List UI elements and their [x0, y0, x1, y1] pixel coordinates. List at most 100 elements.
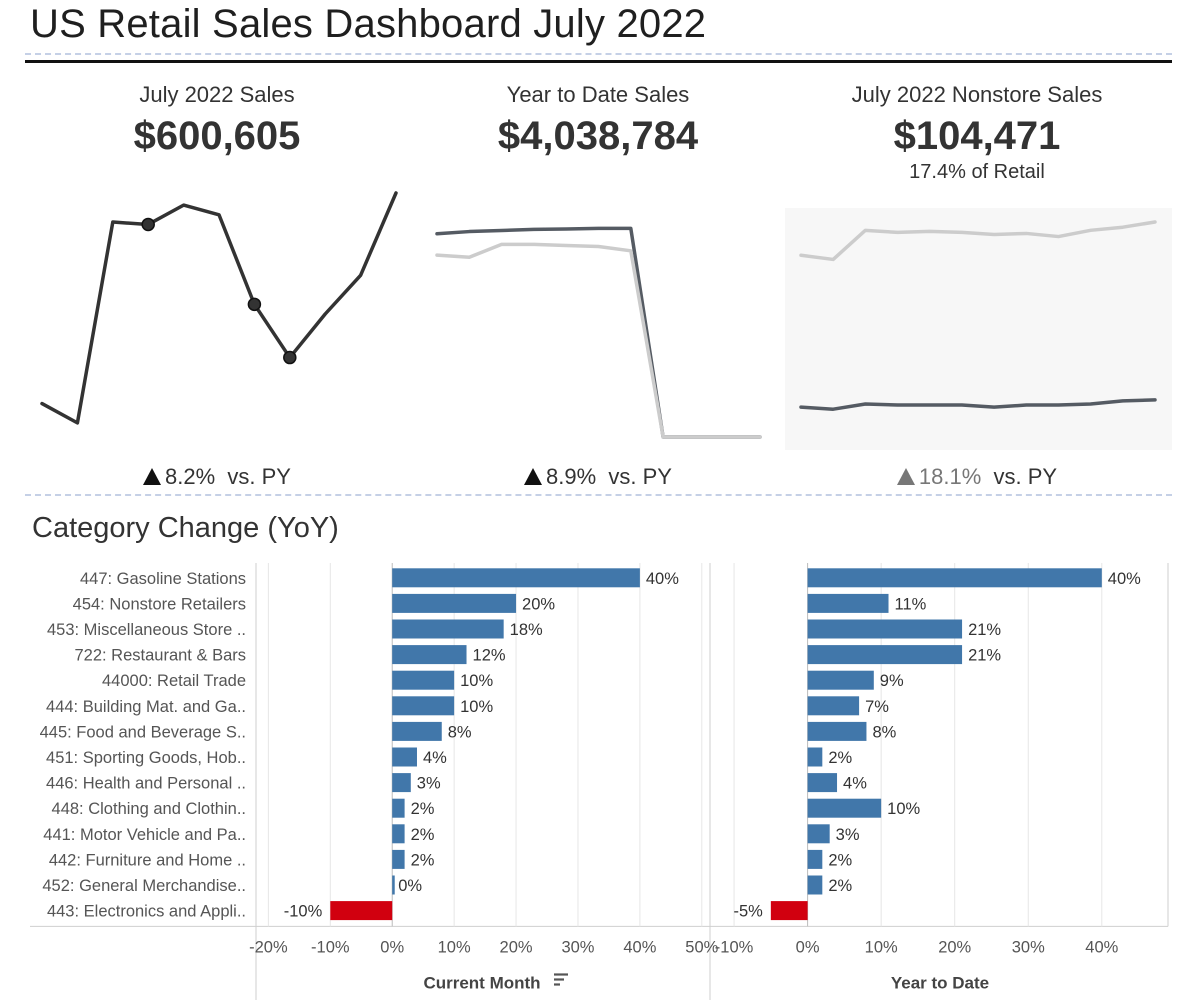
x-tick-label: -10% [715, 938, 754, 956]
bar-value-label: 8% [872, 723, 896, 741]
bar-value-label: 3% [417, 775, 441, 793]
kpi-label: July 2022 Sales [139, 82, 295, 107]
kpi-label: Year to Date Sales [506, 82, 690, 107]
bar [807, 593, 889, 613]
bar-value-label: 10% [887, 800, 920, 818]
bar [807, 619, 963, 639]
category-label: 448: Clothing and Clothin.. [52, 800, 246, 818]
bar-value-label: 7% [865, 698, 889, 716]
kpi-value: $600,605 [133, 114, 301, 158]
sparkline-series-1 [435, 242, 762, 439]
sparkline-marker [283, 350, 297, 365]
kpi-delta-nonstore: 18.1% vs. PY [797, 464, 1157, 490]
bar-value-label: 2% [828, 851, 852, 869]
kpi-value: $4,038,784 [497, 114, 699, 158]
sparkline-series-0 [799, 220, 1157, 262]
sparkline-marker [247, 297, 262, 312]
category-label: 722: Restaurant & Bars [74, 647, 246, 665]
category-label: 443: Electronics and Appli.. [47, 903, 246, 921]
bar-value-label: 2% [411, 826, 435, 844]
x-tick-label: 0% [380, 938, 404, 956]
nonstore-sales-sparkline [785, 208, 1172, 450]
x-tick-label: 40% [1085, 938, 1118, 956]
title-bottom-divider [25, 60, 1172, 63]
bar [807, 824, 830, 844]
bar [807, 645, 963, 665]
bar-value-label: 21% [968, 621, 1001, 639]
delta-suffix: vs. PY [608, 464, 672, 489]
bar-value-label: 3% [836, 826, 860, 844]
sort-icon-bar [554, 973, 568, 976]
category-label: 454: Nonstore Retailers [73, 595, 246, 613]
bar [392, 568, 640, 588]
bar-value-label: 40% [646, 570, 679, 588]
x-tick-label: 10% [438, 938, 471, 956]
bar-value-label: 2% [828, 877, 852, 895]
bar [807, 696, 860, 716]
x-tick-label: -10% [311, 938, 350, 956]
kpi-nonstore-sales: July 2022 Nonstore Sales $104,471 17.4% … [797, 82, 1157, 184]
bar-value-label: 2% [828, 749, 852, 767]
bar-value-label: -10% [284, 903, 323, 921]
delta-percent: 8.2% [165, 464, 216, 489]
delta-percent: 18.1% [918, 464, 982, 489]
x-tick-label: 10% [865, 938, 898, 956]
bar-value-label: 9% [880, 672, 904, 690]
bar [392, 875, 395, 895]
bar-value-label: 18% [510, 621, 543, 639]
bar [392, 773, 411, 793]
x-tick-label: 30% [1012, 938, 1045, 956]
bar [807, 670, 874, 690]
category-label: 452: General Merchandise.. [42, 877, 246, 895]
bar [392, 747, 417, 767]
bar [392, 824, 405, 844]
bar [807, 875, 823, 895]
kpi-label: July 2022 Nonstore Sales [851, 82, 1103, 107]
bar-value-label: 11% [895, 595, 927, 613]
sort-icon[interactable] [554, 973, 568, 986]
category-label: 442: Furniture and Home .. [49, 851, 246, 869]
category-label: 453: Miscellaneous Store .. [47, 621, 246, 639]
x-axis-title-current-month: Current Month [423, 973, 540, 992]
bar [392, 670, 455, 690]
x-tick-label: -20% [249, 938, 288, 956]
x-tick-label: 20% [500, 938, 533, 956]
sparkline-background [785, 208, 1172, 450]
bar-value-label: 20% [522, 595, 555, 613]
bar [770, 901, 808, 921]
bar [807, 721, 867, 741]
bar-value-label: 40% [1108, 570, 1141, 588]
x-tick-label: 0% [796, 938, 820, 956]
bar-value-label: 4% [423, 749, 447, 767]
bar [392, 593, 517, 613]
section-divider [25, 494, 1172, 496]
bar-value-label: 4% [843, 775, 867, 793]
sort-icon-bar [554, 978, 564, 981]
bar [807, 747, 823, 767]
up-triangle-icon [896, 468, 915, 485]
bar [807, 849, 823, 869]
sparkline-series-1 [799, 398, 1157, 411]
bar [807, 798, 882, 818]
bar [392, 721, 442, 741]
category-label: 444: Building Mat. and Ga.. [46, 698, 246, 716]
bar-value-label: 2% [411, 800, 435, 818]
sort-icon-bar [554, 983, 560, 986]
category-label: 446: Health and Personal .. [46, 775, 246, 793]
bar-value-label: 0% [398, 877, 422, 895]
bar-value-label: 12% [473, 647, 506, 665]
category-label: 44000: Retail Trade [102, 672, 246, 690]
x-tick-label: 40% [623, 938, 656, 956]
delta-suffix: vs. PY [227, 464, 291, 489]
bar [807, 773, 838, 793]
dashboard-title: US Retail Sales Dashboard July 2022 [30, 2, 707, 46]
kpi-delta-ytd: 8.9% vs. PY [418, 464, 778, 490]
kpi-monthly-sales: July 2022 Sales $600,605 [37, 82, 397, 159]
sparkline-series-0 [40, 191, 398, 425]
delta-percent: 8.9% [546, 464, 597, 489]
up-triangle-icon [143, 468, 162, 485]
bar [392, 798, 405, 818]
bar-value-label: 8% [448, 723, 472, 741]
kpi-value: $104,471 [893, 114, 1061, 158]
bar-value-label: 10% [460, 698, 493, 716]
